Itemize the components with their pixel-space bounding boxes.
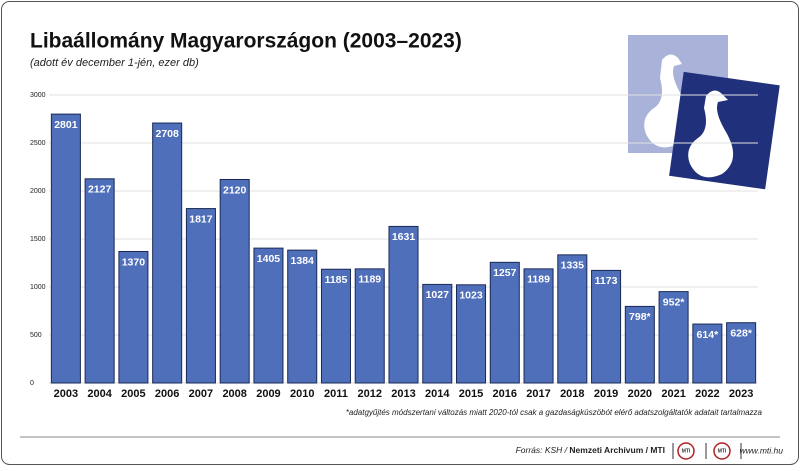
bar [523,268,554,384]
value-label: 2801 [54,119,78,131]
y-tick-label: 2500 [30,140,46,147]
bar [591,269,622,384]
value-label: 1370 [122,256,146,268]
value-label: 1384 [291,255,315,267]
value-label: 1405 [257,253,281,265]
bar [253,247,284,384]
value-label: 798* [629,311,652,323]
website: www.mti.hu [740,445,784,455]
bar [422,283,453,384]
value-label: 1173 [595,275,618,287]
x-tick-label: 2004 [87,388,112,400]
y-tick-label: 3000 [30,92,46,99]
value-label: 1257 [493,267,517,279]
chart-subtitle: (adott év december 1-jén, ezer db) [30,57,199,69]
logo-text: MTI [718,448,727,454]
x-tick-label: 2018 [560,388,584,400]
y-tick-label: 2000 [30,188,46,195]
source: Forrás: KSH / Nemzeti Archívum / MTI [516,445,665,455]
bar [185,208,216,384]
x-tick-label: 2011 [324,388,348,400]
chart-title: Libaállomány Magyarországon (2003–2023) [30,30,462,53]
value-label: 2708 [155,128,179,140]
x-tick-label: 2013 [391,388,415,400]
x-tick-label: 2020 [628,388,652,400]
x-tick-label: 2014 [425,388,450,400]
value-label: 628* [730,327,753,339]
x-tick-label: 2019 [594,388,618,400]
y-tick-label: 1500 [30,236,46,243]
bar [624,305,655,384]
value-label: 952* [663,296,686,308]
bar [118,250,149,384]
value-label: 1817 [189,213,213,225]
bar [219,178,250,384]
source-prefix: Forrás: KSH / [516,445,569,455]
x-tick-label: 2006 [155,388,179,400]
y-tick-label: 0 [30,380,34,387]
bar [84,178,115,384]
x-tick-label: 2009 [256,388,280,400]
value-label: 1335 [561,260,585,272]
bar [320,268,351,384]
x-tick-label: 2003 [54,388,78,400]
value-label: 1189 [358,274,381,286]
value-label: 1023 [459,290,483,302]
bar [456,284,487,384]
footnote: *adatgyűjtés módszertani változás miatt … [346,408,763,417]
bar [726,322,757,384]
bar [152,122,183,384]
x-tick-label: 2017 [526,388,550,400]
x-tick-label: 2022 [695,388,719,400]
value-label: 614* [697,329,720,341]
bar [354,268,385,384]
value-label: 1631 [392,231,416,243]
bar [489,261,520,384]
bar [50,113,81,384]
x-tick-label: 2021 [661,388,685,400]
bar [287,249,318,384]
bar [388,225,419,384]
goose-illustration [628,35,780,190]
value-label: 2127 [88,184,112,196]
value-label: 1189 [527,274,550,286]
logo-text: MTI [682,448,691,454]
x-tick-label: 2015 [459,388,483,400]
x-tick-label: 2007 [189,388,213,400]
x-tick-label: 2010 [290,388,314,400]
x-tick-label: 2005 [121,388,145,400]
bar [658,291,689,384]
y-tick-label: 500 [30,332,42,339]
y-tick-label: 1000 [30,284,46,291]
logo [713,442,731,460]
source-bold: Nemzeti Archívum / MTI [569,445,665,455]
bar [557,254,588,384]
x-tick-label: 2008 [222,388,246,400]
x-tick-label: 2023 [729,388,753,400]
value-label: 2120 [223,184,247,196]
bar [692,323,723,384]
value-label: 1185 [325,274,348,286]
value-label: 1027 [426,289,450,301]
x-tick-label: 2012 [357,388,381,400]
x-tick-label: 2016 [493,388,517,400]
logo [677,442,695,460]
